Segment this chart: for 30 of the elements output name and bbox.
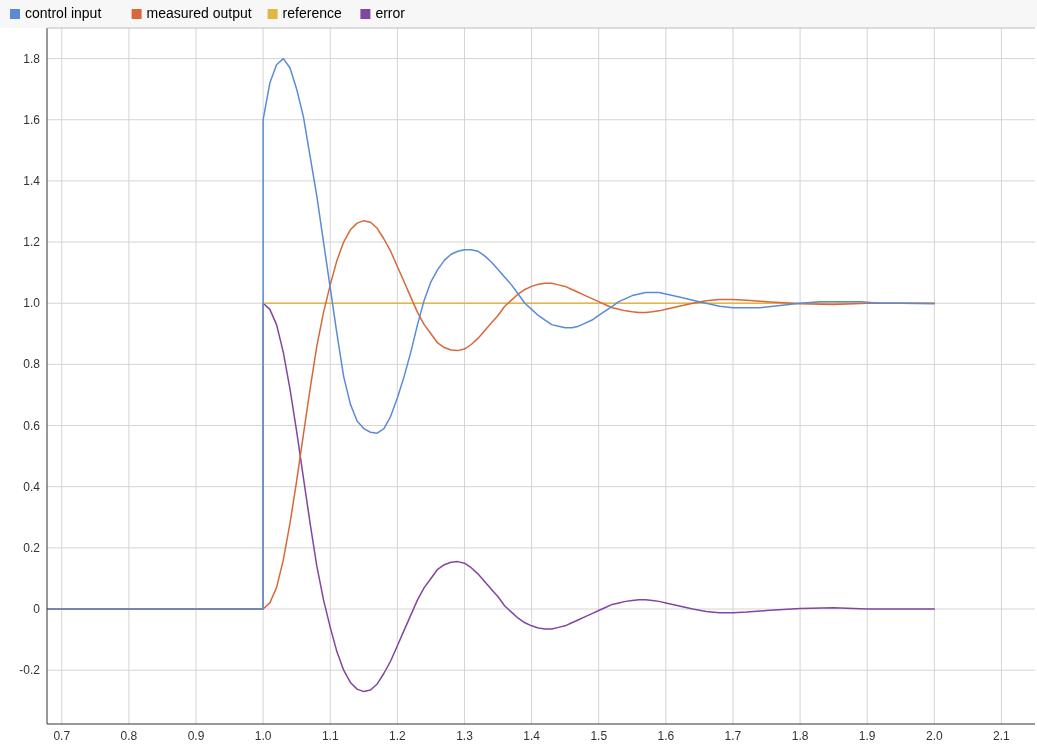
y-tick-label: 1.0 bbox=[23, 296, 41, 311]
y-tick-label: 0.6 bbox=[23, 418, 41, 433]
x-tick-label: 1.7 bbox=[724, 729, 742, 743]
x-tick-label: 1.9 bbox=[858, 729, 876, 743]
y-tick-label: 1.4 bbox=[23, 173, 41, 188]
y-tick-label: -0.2 bbox=[19, 663, 41, 678]
y-tick-label: 1.2 bbox=[23, 235, 41, 250]
y-tick-label: 1.6 bbox=[23, 112, 41, 127]
x-tick-label: 1.4 bbox=[523, 729, 541, 743]
x-tick-label: 0.7 bbox=[53, 729, 71, 743]
x-tick-label: 1.5 bbox=[590, 729, 608, 743]
legend-label: reference bbox=[282, 5, 342, 21]
x-tick-label: 1.0 bbox=[254, 729, 272, 743]
x-tick-label: 0.8 bbox=[120, 729, 138, 743]
x-tick-label: 1.1 bbox=[321, 729, 339, 743]
x-tick-label: 0.9 bbox=[187, 729, 205, 743]
legend-label: measured output bbox=[146, 5, 252, 21]
x-tick-label: 2.1 bbox=[993, 729, 1011, 743]
x-tick-label: 2.0 bbox=[925, 729, 943, 743]
y-tick-label: 0.4 bbox=[23, 479, 41, 494]
x-tick-label: 1.3 bbox=[456, 729, 474, 743]
x-tick-label: 1.6 bbox=[657, 729, 675, 743]
legend-label: error bbox=[375, 5, 406, 21]
y-tick-label: 0.2 bbox=[23, 540, 41, 555]
x-tick-label: 1.8 bbox=[791, 729, 809, 743]
y-tick-label: 0 bbox=[33, 602, 41, 617]
y-tick-label: 1.8 bbox=[23, 51, 41, 66]
legend-label: control input bbox=[25, 5, 102, 21]
y-tick-label: 0.8 bbox=[23, 357, 41, 372]
x-tick-label: 1.2 bbox=[389, 729, 407, 743]
